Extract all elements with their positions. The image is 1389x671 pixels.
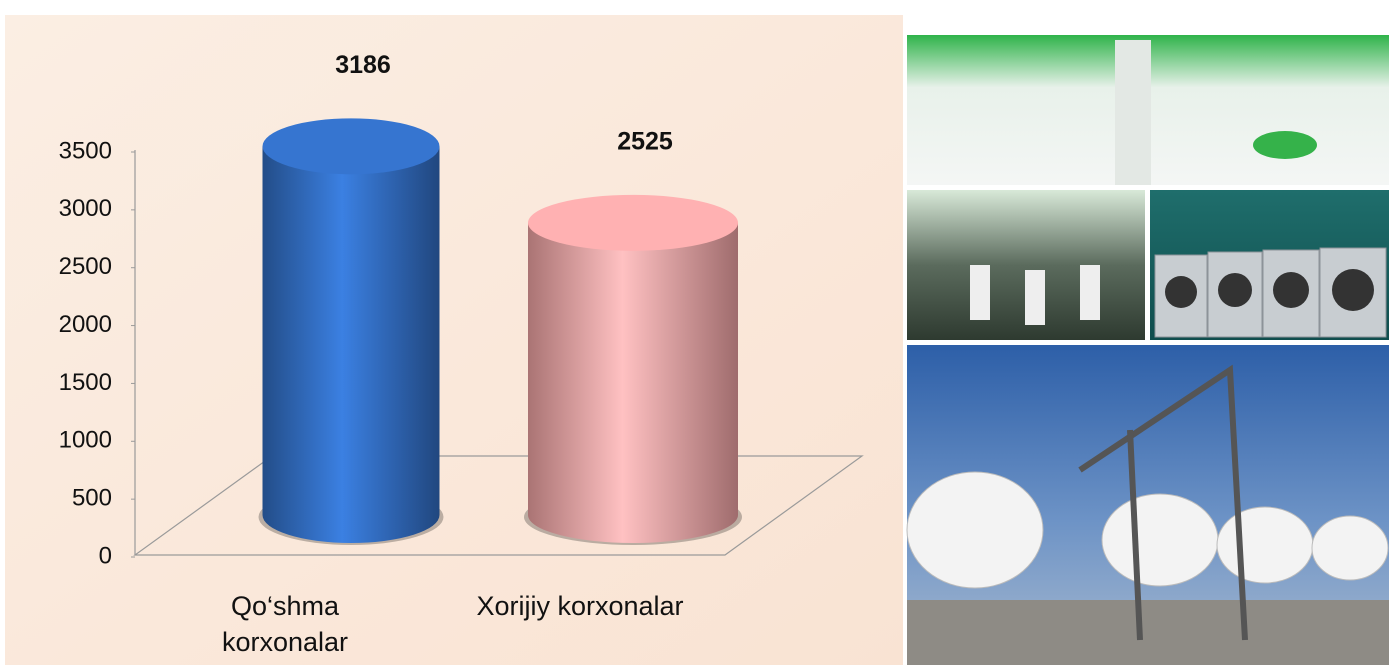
bar-top — [528, 194, 738, 251]
y-tick-label: 3000 — [59, 195, 112, 222]
photo-detail — [970, 265, 990, 320]
y-tick-label: 3500 — [59, 137, 112, 164]
photo-detail — [1025, 270, 1045, 325]
photo-detail — [1273, 272, 1309, 308]
y-tick-label: 2000 — [59, 311, 112, 338]
photo-detail — [1311, 515, 1389, 581]
value-label: 2525 — [617, 127, 673, 155]
y-tick-label: 1500 — [59, 369, 112, 396]
y-tick-label: 2500 — [59, 253, 112, 280]
bar — [262, 146, 440, 544]
photos — [906, 35, 1389, 665]
chart-background — [5, 15, 903, 665]
photo-detail — [1332, 269, 1374, 311]
y-tick-label: 0 — [99, 542, 112, 569]
photo-detail — [1115, 40, 1151, 185]
bar — [528, 222, 738, 544]
x-tick-label: Xorijiy korxonalar — [476, 591, 684, 621]
photo-detail — [1101, 493, 1219, 587]
y-tick-label: 500 — [72, 484, 112, 511]
photo-detail — [1127, 429, 1143, 641]
photo-detail — [907, 600, 1389, 665]
photo-detail — [1253, 131, 1317, 159]
floor — [133, 455, 864, 556]
value-label: 3186 — [335, 51, 391, 79]
photo-detail — [1080, 265, 1100, 320]
photo-detail — [1218, 273, 1252, 307]
x-tick-label: Qo‘shma korxonalar — [221, 591, 349, 657]
photo-detail — [1165, 276, 1197, 308]
photo-detail — [1216, 506, 1314, 584]
bars — [258, 118, 742, 545]
photo-detail — [906, 471, 1044, 589]
y-tick-label: 1000 — [59, 427, 112, 454]
bar-top — [262, 118, 440, 175]
